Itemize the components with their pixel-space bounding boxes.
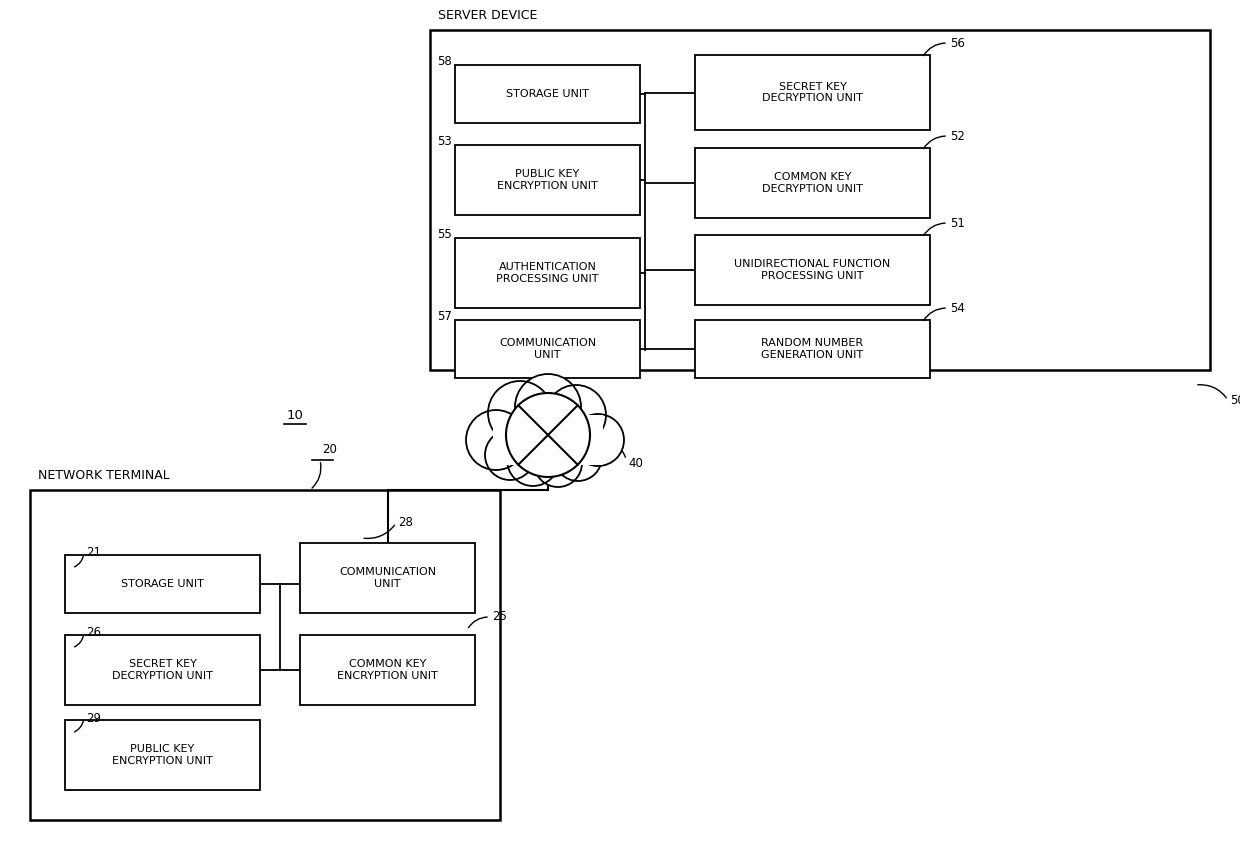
Text: RANDOM NUMBER
GENERATION UNIT: RANDOM NUMBER GENERATION UNIT [761,338,863,360]
Text: 58: 58 [438,55,453,68]
Text: COMMUNICATION
UNIT: COMMUNICATION UNIT [339,567,436,589]
Text: 20: 20 [322,443,337,456]
FancyBboxPatch shape [300,543,475,613]
Text: PUBLIC KEY
ENCRYPTION UNIT: PUBLIC KEY ENCRYPTION UNIT [497,169,598,191]
Text: 55: 55 [438,228,453,241]
Text: 57: 57 [438,310,453,323]
Text: 54: 54 [950,301,965,314]
FancyBboxPatch shape [694,55,930,130]
FancyBboxPatch shape [30,490,500,820]
FancyBboxPatch shape [64,720,260,790]
Text: 10: 10 [286,409,304,422]
Circle shape [466,410,526,470]
Text: 40: 40 [627,457,642,469]
FancyBboxPatch shape [455,65,640,123]
FancyBboxPatch shape [694,148,930,218]
Circle shape [554,433,601,481]
Circle shape [534,439,582,487]
Text: 28: 28 [398,516,413,530]
Text: UNIDIRECTIONAL FUNCTION
PROCESSING UNIT: UNIDIRECTIONAL FUNCTION PROCESSING UNIT [734,259,890,281]
Circle shape [489,381,552,445]
Circle shape [506,393,590,477]
Text: 52: 52 [950,130,965,143]
Text: 50: 50 [1230,393,1240,407]
Circle shape [515,374,582,440]
Circle shape [572,414,624,466]
Text: COMMON KEY
DECRYPTION UNIT: COMMON KEY DECRYPTION UNIT [763,172,863,194]
Text: AUTHENTICATION
PROCESSING UNIT: AUTHENTICATION PROCESSING UNIT [496,262,599,284]
Text: 21: 21 [86,547,100,559]
FancyBboxPatch shape [430,30,1210,370]
FancyBboxPatch shape [694,235,930,305]
Circle shape [546,385,606,445]
FancyBboxPatch shape [455,320,640,378]
Text: COMMON KEY
ENCRYPTION UNIT: COMMON KEY ENCRYPTION UNIT [337,659,438,681]
Text: 26: 26 [86,627,100,639]
Circle shape [507,434,559,486]
FancyBboxPatch shape [494,415,603,465]
FancyBboxPatch shape [64,635,260,705]
Text: STORAGE UNIT: STORAGE UNIT [122,579,203,589]
Text: 25: 25 [492,610,507,623]
Circle shape [485,430,534,480]
FancyBboxPatch shape [300,635,475,705]
Text: PUBLIC KEY
ENCRYPTION UNIT: PUBLIC KEY ENCRYPTION UNIT [112,745,213,766]
Text: NETWORK TERMINAL: NETWORK TERMINAL [38,469,170,482]
Text: 53: 53 [438,135,453,148]
Text: STORAGE UNIT: STORAGE UNIT [506,89,589,99]
Text: 29: 29 [86,711,100,724]
FancyBboxPatch shape [64,555,260,613]
Text: SECRET KEY
DECRYPTION UNIT: SECRET KEY DECRYPTION UNIT [112,659,213,681]
Text: COMMUNICATION
UNIT: COMMUNICATION UNIT [498,338,596,360]
FancyBboxPatch shape [455,145,640,215]
Text: SECRET KEY
DECRYPTION UNIT: SECRET KEY DECRYPTION UNIT [763,82,863,104]
FancyBboxPatch shape [455,238,640,308]
FancyBboxPatch shape [694,320,930,378]
Text: 51: 51 [950,216,965,229]
Text: 56: 56 [950,37,965,49]
Text: SERVER DEVICE: SERVER DEVICE [438,9,537,22]
